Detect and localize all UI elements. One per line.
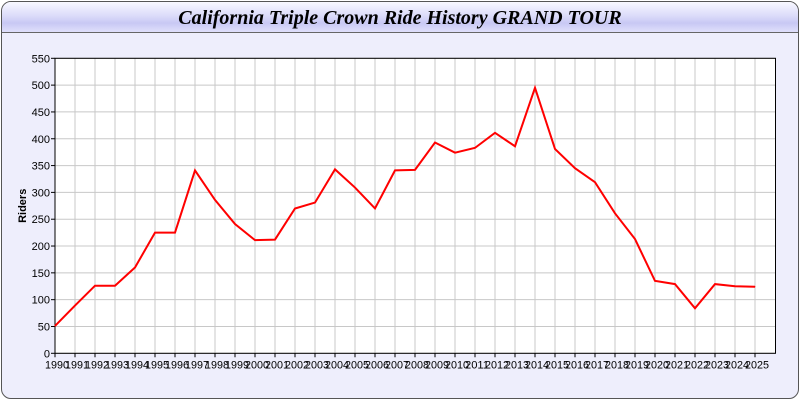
data-point bbox=[114, 285, 116, 287]
data-point bbox=[194, 169, 196, 171]
data-point bbox=[94, 285, 96, 287]
x-tick-label: 2013 bbox=[505, 359, 529, 371]
x-tick-label: 1992 bbox=[85, 359, 109, 371]
data-point bbox=[574, 167, 576, 169]
data-point bbox=[334, 168, 336, 170]
data-point bbox=[214, 199, 216, 201]
data-point bbox=[654, 280, 656, 282]
data-point bbox=[634, 238, 636, 240]
x-tick-label: 2004 bbox=[325, 359, 349, 371]
x-tick-label: 1997 bbox=[185, 359, 209, 371]
x-tick-label: 2025 bbox=[745, 359, 769, 371]
x-tick-label: 1995 bbox=[145, 359, 169, 371]
data-point bbox=[714, 283, 716, 285]
data-point bbox=[674, 283, 676, 285]
x-tick-label: 1994 bbox=[125, 359, 149, 371]
data-point bbox=[554, 148, 556, 150]
data-point bbox=[454, 152, 456, 154]
x-tick-label: 2001 bbox=[265, 359, 289, 371]
x-tick-label: 2019 bbox=[625, 359, 649, 371]
x-tick-label: 2012 bbox=[485, 359, 509, 371]
data-point bbox=[74, 305, 76, 307]
x-tick-label: 1993 bbox=[105, 359, 129, 371]
x-tick-label: 1998 bbox=[205, 359, 229, 371]
x-tick-label: 2002 bbox=[285, 359, 309, 371]
data-point bbox=[514, 145, 516, 147]
title-bar: California Triple Crown Ride History GRA… bbox=[2, 2, 798, 33]
data-point bbox=[474, 147, 476, 149]
data-point bbox=[414, 169, 416, 171]
x-tick-label: 2020 bbox=[645, 359, 669, 371]
x-tick-label: 2022 bbox=[685, 359, 709, 371]
x-tick-label: 2024 bbox=[725, 359, 749, 371]
data-point bbox=[234, 223, 236, 225]
y-tick-label: 0 bbox=[44, 348, 50, 360]
y-tick-label: 200 bbox=[32, 241, 50, 253]
y-tick-label: 100 bbox=[32, 295, 50, 307]
y-tick-label: 50 bbox=[38, 321, 50, 333]
x-tick-label: 1996 bbox=[165, 359, 189, 371]
series-line bbox=[54, 84, 756, 327]
data-point bbox=[154, 232, 156, 234]
x-tick-label: 2017 bbox=[585, 359, 609, 371]
x-tick-label: 2011 bbox=[465, 359, 489, 371]
data-point bbox=[534, 87, 536, 89]
data-point bbox=[734, 285, 736, 287]
chart-title: California Triple Crown Ride History GRA… bbox=[178, 7, 622, 29]
data-point bbox=[434, 142, 436, 144]
data-point bbox=[494, 132, 496, 134]
data-point bbox=[274, 239, 276, 241]
x-tick-label: 2018 bbox=[605, 359, 629, 371]
y-axis-label: Riders bbox=[17, 189, 29, 223]
y-tick-label: 400 bbox=[32, 134, 50, 146]
data-point bbox=[354, 187, 356, 189]
data-point bbox=[394, 169, 396, 171]
plot-border bbox=[54, 57, 776, 354]
data-point bbox=[594, 181, 596, 183]
y-tick-label: 450 bbox=[32, 107, 50, 119]
x-tick-label: 1990 bbox=[45, 359, 69, 371]
x-tick-label: 2000 bbox=[245, 359, 269, 371]
x-tick-label: 2021 bbox=[665, 359, 689, 371]
data-point bbox=[694, 307, 696, 309]
x-tick-label: 1991 bbox=[65, 359, 89, 371]
y-tick-label: 150 bbox=[32, 268, 50, 280]
y-tick-label: 300 bbox=[32, 187, 50, 199]
y-tick-label: 550 bbox=[32, 53, 50, 65]
data-point bbox=[754, 286, 756, 288]
x-tick-label: 2008 bbox=[405, 359, 429, 371]
x-tick-label: 2023 bbox=[705, 359, 729, 371]
y-tick-label: 350 bbox=[32, 161, 50, 173]
data-point bbox=[294, 207, 296, 209]
x-tick-label: 2010 bbox=[445, 359, 469, 371]
data-point bbox=[614, 212, 616, 214]
x-tick-label: 2006 bbox=[365, 359, 389, 371]
x-tick-label: 2015 bbox=[545, 359, 569, 371]
data-point bbox=[374, 207, 376, 209]
x-tick-label: 2014 bbox=[525, 359, 549, 371]
x-tick-label: 2009 bbox=[425, 359, 449, 371]
x-tick-label: 2005 bbox=[345, 359, 369, 371]
y-tick-label: 250 bbox=[32, 214, 50, 226]
x-tick-label: 2016 bbox=[565, 359, 589, 371]
data-point bbox=[134, 266, 136, 268]
data-point bbox=[314, 202, 316, 204]
data-point bbox=[254, 239, 256, 241]
data-point bbox=[174, 232, 176, 234]
x-tick-label: 1999 bbox=[225, 359, 249, 371]
x-tick-label: 2007 bbox=[385, 359, 409, 371]
data-point bbox=[54, 325, 56, 327]
y-tick-label: 500 bbox=[32, 80, 50, 92]
x-tick-label: 2003 bbox=[305, 359, 329, 371]
